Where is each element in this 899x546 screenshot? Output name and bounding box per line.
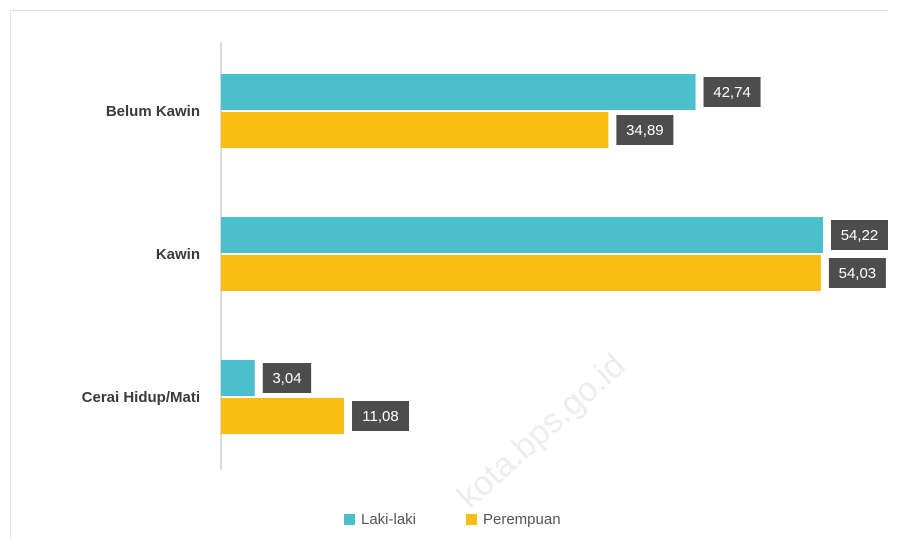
data-label-laki-laki-3: 3,04: [272, 370, 301, 387]
bar-perempuan-2: [221, 255, 821, 291]
legend-label-laki-laki: Laki-laki: [361, 511, 416, 528]
bar-laki-laki-3: [221, 360, 255, 396]
data-label-bg-perempuan-1: [616, 115, 674, 145]
legend: Laki-laki Perempuan: [344, 511, 561, 528]
data-label-perempuan-1: 34,89: [626, 122, 664, 139]
chart-frame: [10, 10, 888, 538]
category-label-1: Belum Kawin: [106, 103, 200, 120]
legend-label-perempuan: Perempuan: [483, 511, 561, 528]
bar-perempuan-1: [221, 112, 609, 148]
watermark: kota.bps.go.id: [450, 346, 633, 516]
category-label-2: Kawin: [156, 246, 200, 263]
data-label-bg-laki-laki-2: [831, 220, 888, 250]
data-label-bg-laki-laki-1: [703, 77, 761, 107]
data-label-bg-laki-laki-3: [262, 363, 312, 393]
bar-laki-laki-1: [221, 74, 696, 110]
data-label-perempuan-3: 11,08: [362, 408, 398, 425]
data-label-laki-laki-1: 42,74: [713, 84, 751, 101]
bar-laki-laki-2: [221, 217, 823, 253]
bar-perempuan-3: [221, 398, 345, 434]
data-label-bg-perempuan-3: [352, 401, 410, 431]
data-label-bg-perempuan-2: [828, 258, 886, 288]
legend-swatch-laki-laki: [344, 514, 355, 525]
data-label-perempuan-2: 54,03: [839, 265, 877, 282]
data-label-laki-laki-2: 54,22: [841, 227, 879, 244]
legend-swatch-perempuan: [466, 514, 477, 525]
category-label-3: Cerai Hidup/Mati: [82, 389, 200, 406]
